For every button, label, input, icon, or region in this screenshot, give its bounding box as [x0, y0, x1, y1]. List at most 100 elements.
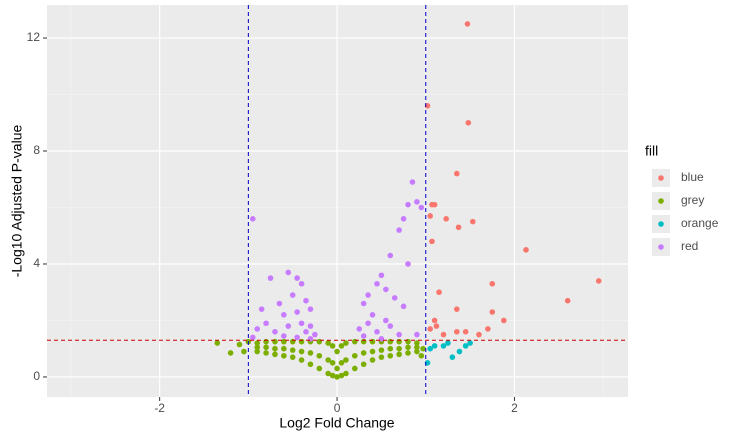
point — [351, 352, 358, 359]
point — [289, 292, 296, 298]
point — [285, 269, 292, 276]
point — [427, 345, 433, 352]
point — [400, 303, 407, 310]
point — [445, 340, 451, 346]
point — [329, 372, 336, 379]
point — [433, 323, 440, 329]
point — [307, 361, 314, 368]
point — [281, 333, 287, 339]
point — [595, 278, 602, 284]
point — [325, 370, 331, 377]
point — [414, 199, 420, 205]
point — [454, 170, 460, 177]
point — [338, 360, 345, 366]
legend-marker — [658, 198, 664, 204]
point — [523, 247, 529, 253]
point — [420, 345, 426, 352]
point — [298, 280, 305, 287]
point — [383, 286, 389, 293]
point — [378, 272, 385, 279]
point — [343, 340, 349, 346]
point — [400, 215, 407, 222]
point — [378, 347, 385, 353]
point — [281, 338, 287, 345]
point — [455, 224, 462, 231]
point — [564, 297, 571, 304]
point — [272, 345, 278, 352]
point — [294, 275, 300, 281]
point — [227, 350, 234, 356]
point — [418, 204, 425, 211]
point — [369, 357, 376, 363]
point — [464, 21, 471, 27]
point — [254, 348, 261, 355]
point — [405, 261, 411, 267]
point — [272, 328, 278, 335]
point — [414, 348, 420, 355]
point — [263, 350, 269, 356]
point — [351, 338, 358, 345]
point — [312, 331, 318, 338]
point — [409, 179, 416, 185]
point — [396, 331, 402, 338]
point — [254, 326, 261, 332]
point — [454, 306, 460, 312]
legend-label: red — [681, 239, 698, 253]
point — [387, 252, 394, 259]
point — [414, 331, 420, 338]
point — [281, 345, 287, 352]
point — [387, 352, 394, 359]
point — [456, 348, 463, 355]
y-tick-label: 8 — [33, 143, 40, 157]
point — [436, 289, 442, 296]
point — [325, 340, 331, 346]
point — [360, 361, 367, 368]
point — [449, 354, 456, 360]
point — [462, 328, 469, 335]
point — [334, 365, 340, 372]
point — [418, 352, 425, 359]
point — [387, 338, 394, 345]
point — [469, 218, 476, 225]
point — [365, 320, 371, 327]
point — [338, 343, 345, 349]
point — [214, 340, 221, 346]
point — [387, 345, 394, 352]
point — [272, 338, 278, 345]
point — [431, 317, 438, 324]
point — [387, 323, 394, 329]
point — [501, 317, 507, 324]
point — [334, 348, 340, 355]
point — [298, 357, 305, 363]
point — [263, 320, 269, 327]
point — [431, 201, 438, 208]
point — [289, 338, 296, 345]
point — [462, 343, 469, 349]
point — [360, 350, 367, 356]
y-tick-label: 0 — [33, 369, 40, 383]
point — [343, 370, 349, 377]
point — [329, 343, 336, 349]
point — [249, 334, 256, 341]
point — [383, 317, 389, 324]
point — [334, 374, 340, 380]
point — [440, 331, 447, 338]
point — [396, 338, 402, 345]
point — [351, 365, 358, 372]
point — [396, 227, 402, 233]
point — [427, 213, 433, 219]
point — [289, 354, 296, 360]
point — [272, 351, 278, 358]
point — [294, 334, 300, 341]
x-tick-label: 2 — [511, 401, 518, 415]
point — [298, 320, 305, 327]
point — [325, 357, 331, 363]
point — [281, 352, 287, 359]
point — [369, 348, 376, 355]
point — [276, 300, 283, 307]
point — [254, 344, 261, 351]
point — [263, 338, 269, 345]
point — [391, 295, 398, 301]
point — [405, 344, 411, 351]
point — [294, 309, 300, 315]
